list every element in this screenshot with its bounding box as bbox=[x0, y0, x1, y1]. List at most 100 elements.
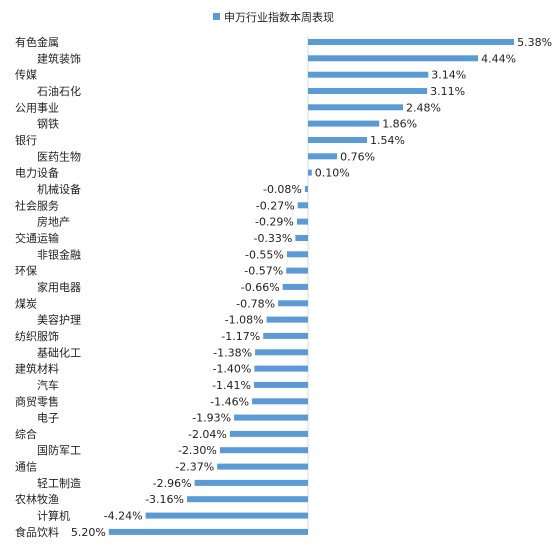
legend: 申万行业指数本周表现 bbox=[213, 10, 334, 24]
bars-group bbox=[108, 39, 515, 535]
category-label: 机械设备 bbox=[37, 182, 81, 196]
bar-房地产 bbox=[296, 218, 308, 225]
category-label: 建筑装饰 bbox=[37, 51, 81, 65]
value-label: 5.20% bbox=[71, 526, 106, 539]
category-label: 传媒 bbox=[15, 69, 37, 82]
value-label: -2.37% bbox=[175, 461, 214, 474]
value-label: -0.33% bbox=[253, 232, 292, 245]
category-label: 电子 bbox=[37, 412, 59, 425]
bar-电子 bbox=[234, 414, 308, 421]
bar-家用电器 bbox=[282, 283, 308, 290]
value-label: -0.78% bbox=[236, 297, 275, 310]
bar-农林牧渔 bbox=[187, 496, 308, 503]
category-label: 钢铁 bbox=[37, 118, 59, 131]
legend-label: 申万行业指数本周表现 bbox=[224, 10, 334, 24]
value-label: -2.04% bbox=[188, 428, 227, 441]
value-labels-group: 5.38%4.44% 3.14% 3.11% 2.48% 1.86% 1.54% 0.76%… bbox=[71, 36, 552, 539]
category-label: 建筑材料 bbox=[15, 362, 59, 376]
category-label: 医药生物 bbox=[37, 149, 81, 163]
value-label: -4.24% bbox=[104, 510, 143, 523]
value-label: -0.29% bbox=[255, 216, 294, 229]
category-label: 交通运输 bbox=[15, 231, 59, 245]
value-label: -0.27% bbox=[256, 199, 295, 212]
bar-建筑装饰 bbox=[308, 55, 479, 62]
category-label: 美容护理 bbox=[37, 313, 81, 327]
value-label: 3.14% bbox=[431, 69, 466, 82]
category-label: 煤炭 bbox=[15, 297, 37, 310]
value-label: -1.46% bbox=[210, 395, 249, 408]
category-label: 计算机 bbox=[37, 509, 70, 523]
category-label: 综合 bbox=[15, 427, 37, 441]
bar-纺织服饰 bbox=[263, 332, 308, 339]
category-label: 食品饮料 bbox=[15, 525, 59, 539]
value-label: 2.48% bbox=[406, 101, 441, 114]
value-label: -2.96% bbox=[153, 477, 192, 490]
bar-有色金属 bbox=[308, 39, 515, 45]
bar-轻工制造 bbox=[194, 479, 308, 486]
category-label: 家用电器 bbox=[37, 280, 81, 294]
value-label: -1.41% bbox=[212, 379, 251, 392]
bar-食品饮料 bbox=[108, 528, 308, 535]
value-label: 0.10% bbox=[315, 167, 350, 180]
bar-非银金融 bbox=[286, 251, 308, 258]
bar-汽车 bbox=[254, 381, 308, 388]
legend-swatch bbox=[213, 13, 220, 20]
value-label: -1.38% bbox=[213, 346, 252, 359]
bar-银行 bbox=[308, 137, 367, 143]
value-label: 1.86% bbox=[382, 118, 417, 131]
bar-建筑材料 bbox=[254, 365, 308, 372]
category-label: 汽车 bbox=[37, 378, 59, 392]
bar-通信 bbox=[217, 463, 308, 470]
category-label: 房地产 bbox=[37, 215, 70, 229]
bar-国防军工 bbox=[219, 447, 308, 454]
category-label: 公用事业 bbox=[15, 101, 59, 114]
bar-公用事业 bbox=[308, 104, 403, 111]
category-label: 纺织服饰 bbox=[15, 329, 59, 343]
category-label: 社会服务 bbox=[15, 198, 59, 212]
value-label: 5.38% bbox=[517, 36, 552, 49]
value-label: -2.30% bbox=[178, 444, 217, 457]
value-label: -0.08% bbox=[263, 183, 302, 196]
bar-交通运输 bbox=[295, 235, 308, 241]
value-label: -0.57% bbox=[244, 265, 283, 278]
category-label: 商贸零售 bbox=[15, 394, 59, 408]
bar-社会服务 bbox=[297, 202, 308, 209]
bar-电力设备 bbox=[308, 169, 312, 176]
bar-医药生物 bbox=[308, 153, 338, 160]
value-label: 0.76% bbox=[340, 150, 375, 163]
bar-石油石化 bbox=[308, 88, 428, 94]
category-label: 非银金融 bbox=[37, 247, 81, 261]
bar-传媒 bbox=[308, 71, 429, 78]
bar-环保 bbox=[286, 267, 308, 274]
value-label: 3.11% bbox=[430, 85, 465, 98]
bar-美容护理 bbox=[266, 316, 308, 323]
category-label: 农林牧渔 bbox=[15, 492, 59, 506]
category-label: 环保 bbox=[15, 264, 37, 278]
value-label: 1.54% bbox=[370, 134, 405, 147]
category-label: 有色金属 bbox=[15, 35, 59, 49]
value-label: -0.66% bbox=[241, 281, 280, 294]
category-label: 基础化工 bbox=[37, 345, 81, 359]
category-label: 国防军工 bbox=[37, 443, 81, 457]
category-label: 通信 bbox=[15, 461, 37, 474]
bar-计算机 bbox=[145, 512, 308, 519]
category-labels-group: 有色金属建筑装饰传媒石油石化公用事业钢铁银行医药生物电力设备机械设备社会服务房地… bbox=[15, 35, 81, 539]
category-label: 银行 bbox=[15, 133, 37, 147]
category-label: 电力设备 bbox=[15, 166, 59, 180]
value-label: -1.17% bbox=[221, 330, 260, 343]
bar-钢铁 bbox=[308, 120, 380, 127]
bar-基础化工 bbox=[255, 349, 308, 356]
value-label: -1.93% bbox=[192, 412, 231, 425]
value-label: -3.16% bbox=[145, 493, 184, 506]
category-label: 石油石化 bbox=[37, 84, 81, 98]
value-label: 4.44% bbox=[481, 52, 516, 65]
bar-商贸零售 bbox=[252, 398, 308, 405]
value-label: -1.40% bbox=[212, 363, 251, 376]
bar-机械设备 bbox=[304, 186, 308, 192]
bar-综合 bbox=[229, 430, 308, 437]
value-label: -1.08% bbox=[225, 314, 264, 327]
category-label: 轻工制造 bbox=[37, 476, 81, 490]
value-label: -0.55% bbox=[245, 248, 284, 261]
bar-煤炭 bbox=[278, 300, 308, 307]
